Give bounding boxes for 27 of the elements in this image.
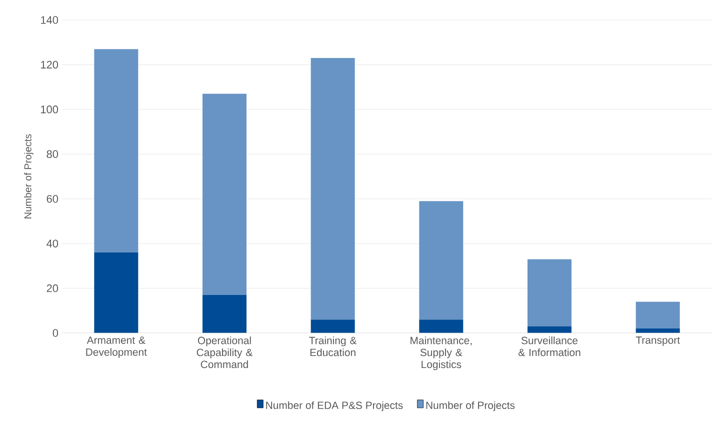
x-tick-label: Transport [636, 336, 680, 346]
y-tick-label: 20 [46, 284, 58, 292]
bar [94, 252, 138, 333]
y-tick-label: 120 [41, 60, 58, 69]
x-tick-label: Operational Capability & Command [196, 336, 253, 368]
bar [419, 320, 464, 333]
bar [202, 94, 246, 295]
x-tick-label: Armament & Development [86, 336, 147, 358]
y-tick-label: 100 [41, 106, 58, 114]
y-tick-label: 80 [46, 150, 58, 158]
bar [636, 302, 680, 329]
y-tick-label: 60 [46, 194, 58, 203]
x-tick-label: Maintenance, Supply & Logistics [410, 336, 472, 370]
x-tick-label: Surveillance & Information [518, 336, 580, 356]
bar [419, 201, 464, 320]
y-axis-title: Number of Projects [24, 134, 34, 218]
bar [310, 58, 355, 320]
bar [528, 259, 572, 326]
legend-label: Number of Projects [426, 401, 515, 412]
bar [310, 320, 355, 333]
y-tick-label: 140 [41, 16, 58, 24]
bar [94, 49, 138, 253]
y-tick-label: 0 [52, 329, 58, 337]
y-tick-label: 40 [46, 240, 58, 248]
x-tick-label: Training & Education [309, 336, 357, 356]
bar [202, 294, 246, 333]
legend-label: Number of EDA P&S Projects [266, 401, 403, 412]
